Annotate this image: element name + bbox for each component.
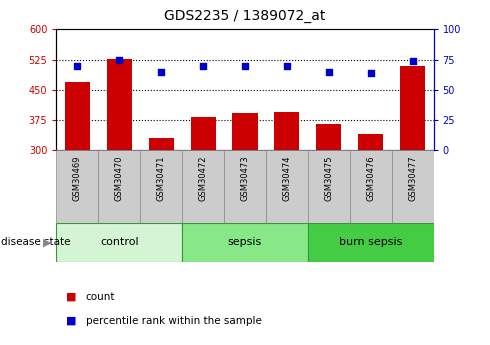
Bar <box>266 150 308 223</box>
Bar <box>182 223 308 262</box>
Bar <box>148 138 174 150</box>
Text: GSM30473: GSM30473 <box>241 156 249 201</box>
Bar <box>224 150 266 223</box>
Point <box>325 69 333 74</box>
Point <box>115 57 123 62</box>
Bar <box>107 59 132 150</box>
Text: GSM30469: GSM30469 <box>73 156 82 201</box>
Bar <box>56 150 98 223</box>
Text: GDS2235 / 1389072_at: GDS2235 / 1389072_at <box>164 9 326 23</box>
Point <box>199 63 207 68</box>
Point <box>409 58 416 63</box>
Text: disease state: disease state <box>1 237 71 247</box>
Text: GSM30475: GSM30475 <box>324 156 333 201</box>
Text: control: control <box>100 237 139 247</box>
Text: GSM30471: GSM30471 <box>157 156 166 201</box>
Text: GSM30474: GSM30474 <box>282 156 292 201</box>
Bar <box>182 150 224 223</box>
Bar <box>308 223 434 262</box>
Bar <box>350 150 392 223</box>
Bar <box>400 66 425 150</box>
Bar <box>98 150 140 223</box>
Bar <box>308 150 350 223</box>
Text: count: count <box>86 292 115 302</box>
Bar <box>392 150 434 223</box>
Bar <box>56 223 182 262</box>
Text: ▶: ▶ <box>43 237 51 247</box>
Text: GSM30472: GSM30472 <box>198 156 208 201</box>
Point <box>241 63 249 68</box>
Point <box>283 63 291 68</box>
Text: burn sepsis: burn sepsis <box>339 237 402 247</box>
Text: ■: ■ <box>66 316 76 326</box>
Bar <box>358 134 383 150</box>
Text: percentile rank within the sample: percentile rank within the sample <box>86 316 262 326</box>
Point <box>74 63 81 68</box>
Text: ■: ■ <box>66 292 76 302</box>
Point <box>367 70 375 76</box>
Bar <box>274 112 299 150</box>
Text: sepsis: sepsis <box>228 237 262 247</box>
Bar <box>232 112 258 150</box>
Text: GSM30470: GSM30470 <box>115 156 124 201</box>
Text: GSM30476: GSM30476 <box>366 156 375 201</box>
Bar <box>140 150 182 223</box>
Text: GSM30477: GSM30477 <box>408 156 417 201</box>
Bar <box>316 124 342 150</box>
Bar <box>65 82 90 150</box>
Bar <box>191 117 216 150</box>
Point <box>157 69 165 74</box>
